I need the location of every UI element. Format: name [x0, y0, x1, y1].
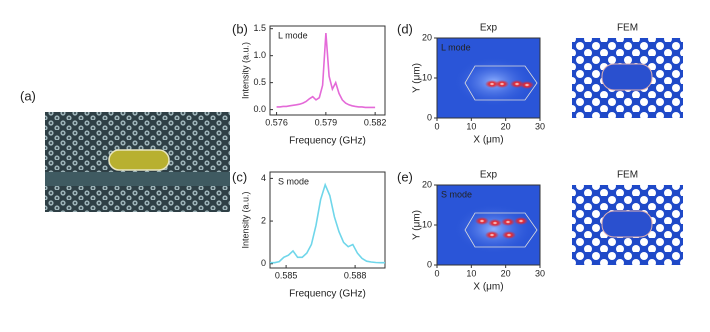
- x-tick-label: 30: [535, 268, 545, 278]
- panel-label: (b): [232, 21, 248, 36]
- x-axis-label: X (μm): [473, 135, 503, 146]
- x-tick-label: 0.588: [344, 270, 367, 280]
- y-tick-label: 4: [261, 173, 266, 183]
- y-tick-label: 0.5: [253, 77, 266, 87]
- y-tick-label: 0: [427, 259, 432, 269]
- field-spot: [514, 217, 528, 225]
- x-tick-label: 30: [535, 121, 545, 131]
- x-tick-label: 20: [501, 121, 511, 131]
- x-tick-label: 0: [434, 121, 439, 131]
- cavity-outline: [464, 212, 538, 248]
- y-tick-label: 20: [422, 32, 432, 42]
- exp-glow: [453, 204, 534, 254]
- x-tick-label: 0: [434, 268, 439, 278]
- field-spot: [488, 219, 502, 227]
- y-tick-label: 1.5: [253, 23, 266, 33]
- panel-label: (a): [20, 88, 36, 103]
- field-spot: [501, 218, 515, 226]
- line-series: [276, 32, 376, 109]
- field-spot: [495, 80, 509, 88]
- x-tick-label: 10: [466, 268, 476, 278]
- field-spot: [485, 80, 499, 88]
- y-tick-label: 20: [422, 179, 432, 189]
- x-tick-label: 0.585: [275, 270, 298, 280]
- cavity-outline: [464, 65, 538, 101]
- field-spot: [485, 231, 499, 239]
- field-spot: [520, 81, 534, 89]
- cavity: [601, 63, 653, 91]
- x-tick-label: 10: [466, 121, 476, 131]
- y-tick-label: 0: [261, 258, 266, 268]
- panel-label: (c): [232, 169, 247, 184]
- y-tick-label: 0.0: [253, 104, 266, 114]
- panel-label: (d): [397, 21, 413, 36]
- mode-label: S mode: [441, 189, 472, 199]
- legend-label: L mode: [278, 30, 308, 40]
- sample-image: [45, 112, 230, 212]
- legend-label: S mode: [278, 176, 309, 186]
- y-axis-label: Intensity (a.u.): [240, 42, 250, 99]
- field-spot: [475, 217, 489, 225]
- y-tick-label: 10: [422, 72, 432, 82]
- plot-frame: [269, 25, 386, 116]
- y-tick-label: 10: [422, 219, 432, 229]
- y-axis-label: Intensity (a.u.): [240, 191, 250, 248]
- panel-label: (e): [397, 169, 413, 184]
- y-axis-label: Y (μm): [412, 63, 423, 93]
- y-axis-label: Y (μm): [412, 210, 423, 240]
- field-spot: [502, 231, 516, 239]
- x-axis-label: Frequency (GHz): [289, 289, 366, 300]
- map-title: FEM: [617, 23, 638, 34]
- y-tick-label: 0: [427, 112, 432, 122]
- y-tick-label: 1.0: [253, 50, 266, 60]
- x-tick-label: 0.579: [315, 117, 338, 127]
- map-title: Exp: [480, 170, 498, 181]
- plot-frame: [269, 171, 386, 269]
- map-title: FEM: [617, 170, 638, 181]
- line-series: [270, 182, 385, 264]
- x-axis-label: Frequency (GHz): [289, 136, 366, 147]
- mode-label: L mode: [441, 42, 471, 52]
- x-tick-label: 0.576: [265, 117, 288, 127]
- y-tick-label: 2: [261, 215, 266, 225]
- x-tick-label: 20: [501, 268, 511, 278]
- cavity: [601, 210, 653, 238]
- x-axis-label: X (μm): [473, 282, 503, 293]
- x-tick-label: 0.582: [364, 117, 387, 127]
- map-title: Exp: [480, 23, 498, 34]
